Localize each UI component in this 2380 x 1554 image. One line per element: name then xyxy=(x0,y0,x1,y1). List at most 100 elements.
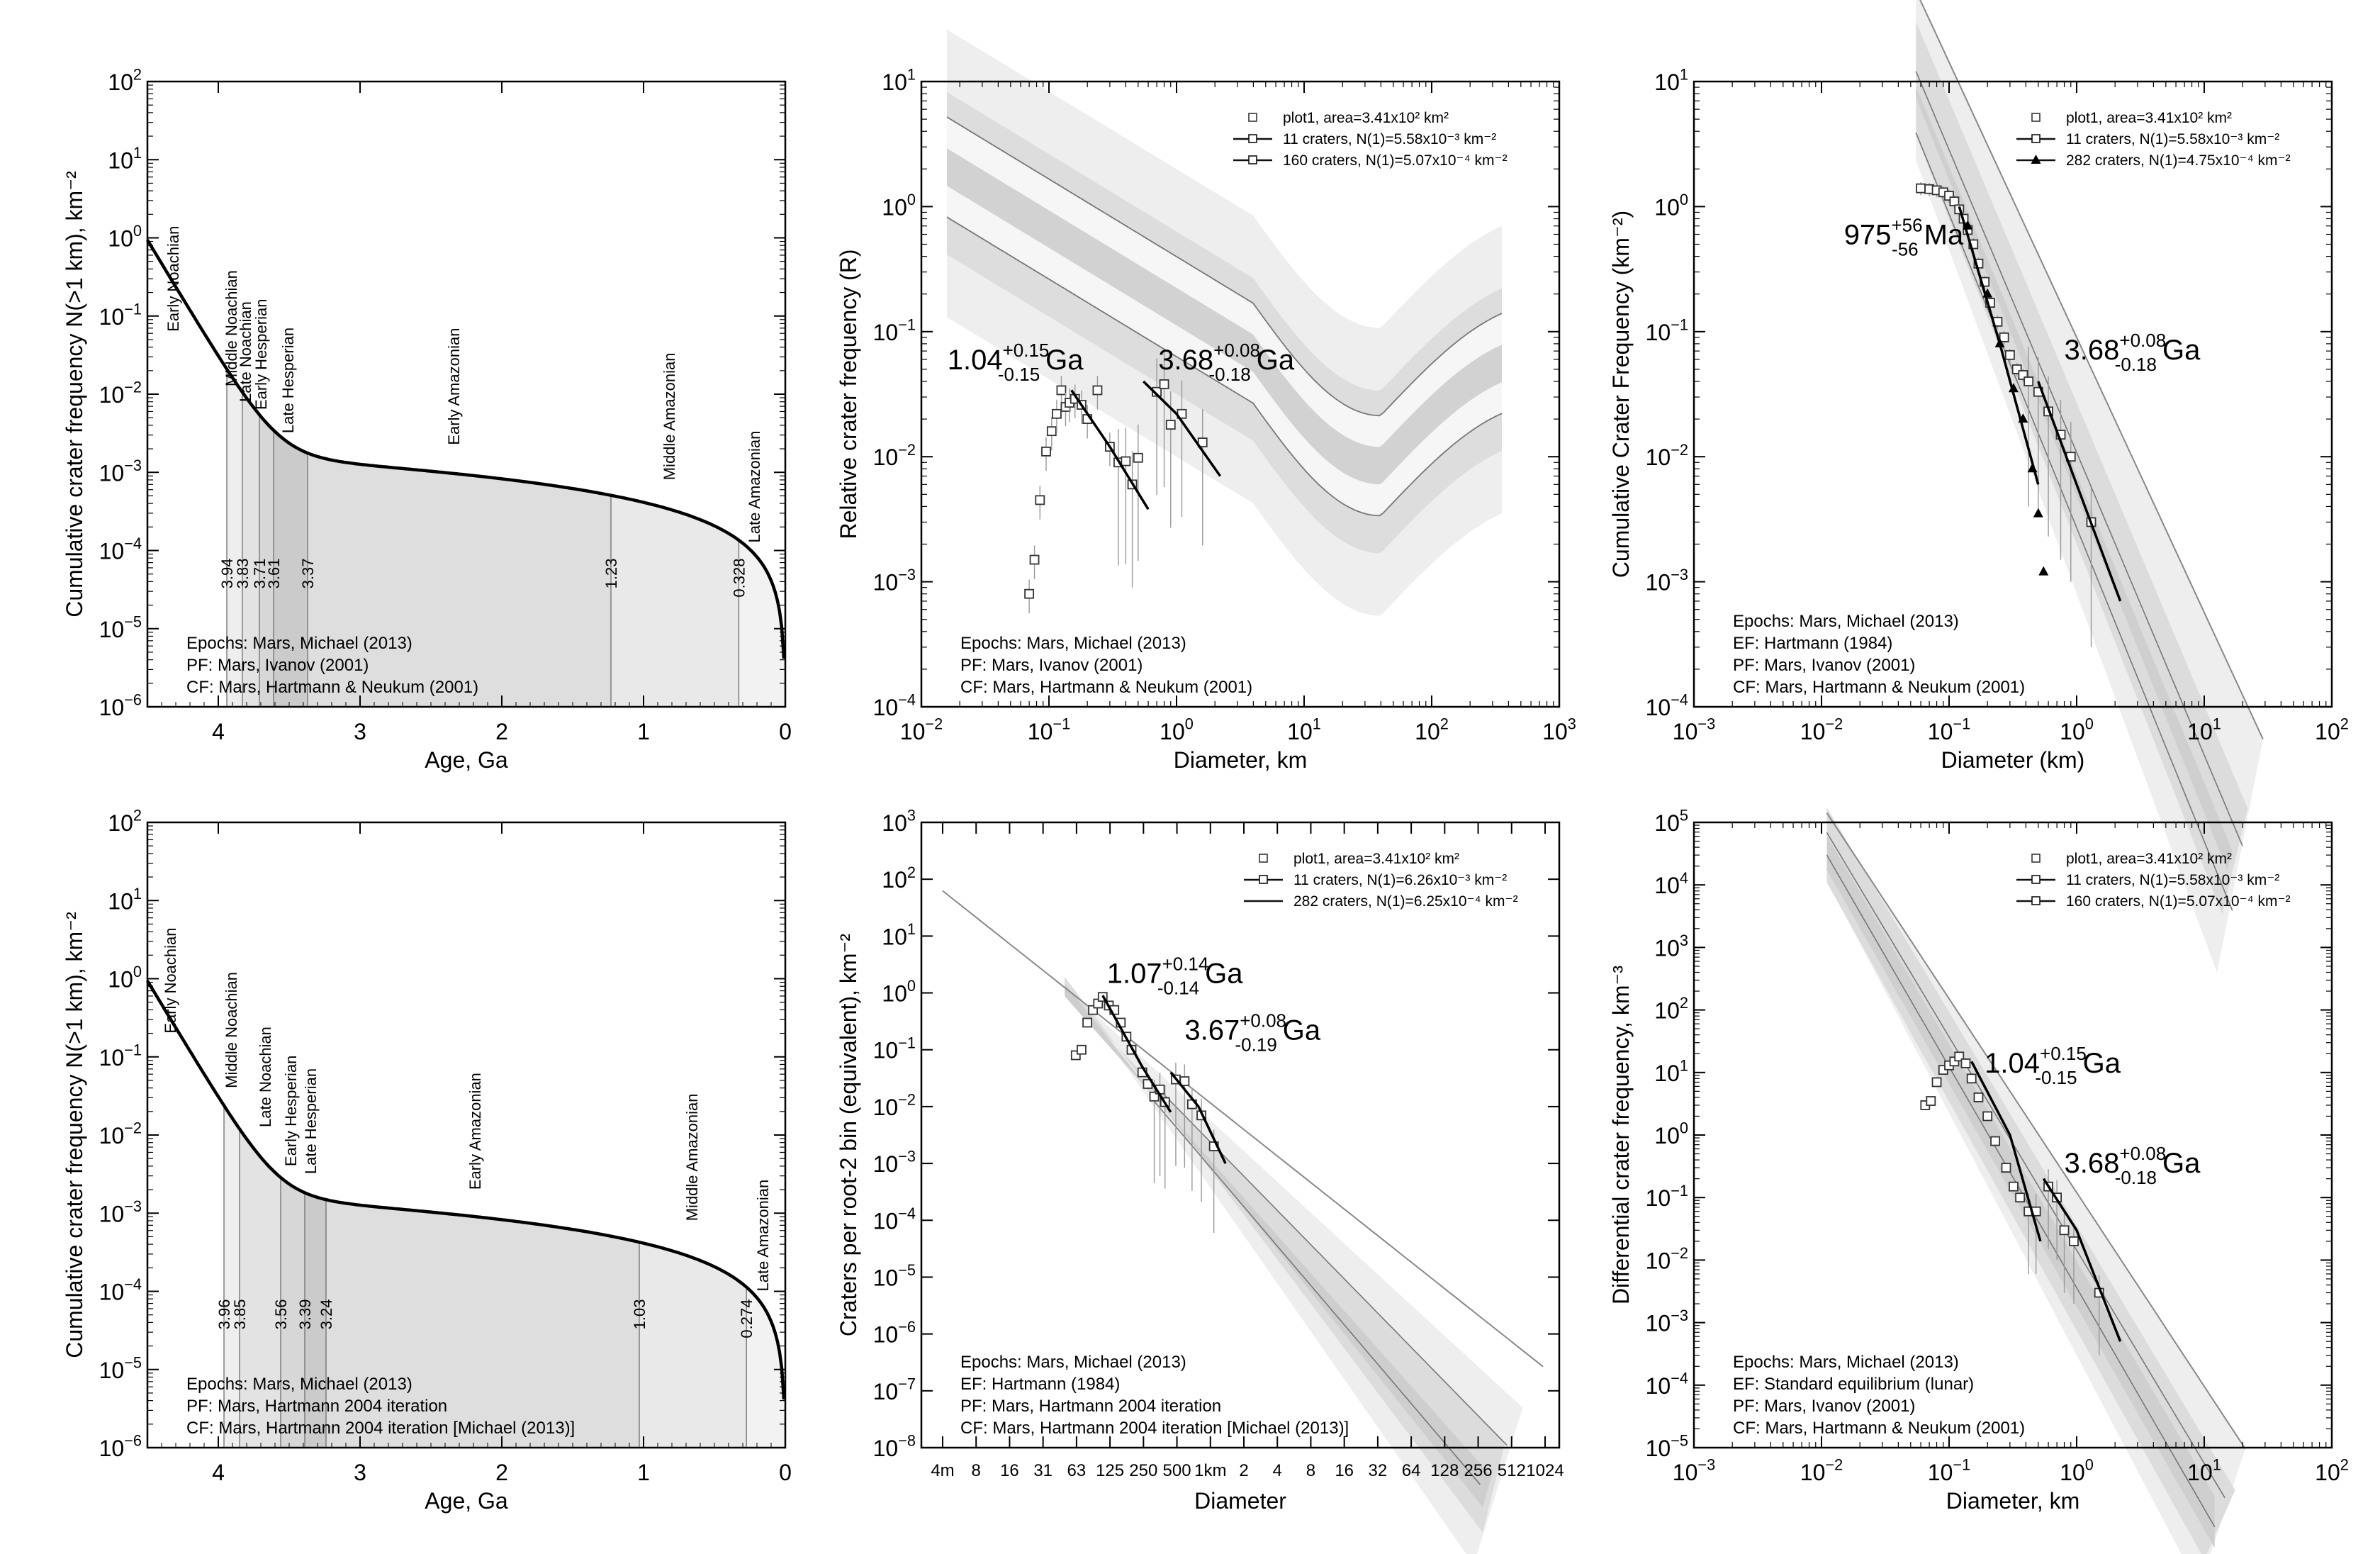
y-tick-label: 10−2 xyxy=(99,1119,142,1148)
note-line: CF: Mars, Hartmann 2004 iteration [Micha… xyxy=(960,1419,1349,1438)
equilibrium-line xyxy=(1919,0,2264,740)
data-point xyxy=(1024,588,1035,599)
data-point-triangle xyxy=(2038,566,2049,576)
epoch-shade xyxy=(227,369,242,707)
y-tick-label: 10−2 xyxy=(1646,441,1688,470)
epoch-label: Late Amazonian xyxy=(746,431,763,543)
legend-label: 282 craters, N(1)=6.25x10⁻⁴ km⁻² xyxy=(1293,893,1518,910)
x-tick-label: 102 xyxy=(2315,715,2349,744)
boundary-age-label: 3.83 xyxy=(234,559,252,589)
y-tick-label: 100 xyxy=(882,977,916,1006)
y-tick-label: 101 xyxy=(882,920,916,949)
y-tick-label: 10−3 xyxy=(99,457,142,486)
x-tick-label: 64 xyxy=(1402,1461,1421,1480)
rplot-panel-rplot-ivanov: 10−4 10−3 10−2 10−1 100 101 10−2 10−1 100 101 102 1… xyxy=(836,29,1576,773)
y-axis-title: Craters per root-2 bin (equivalent), km⁻… xyxy=(836,934,861,1337)
data-point xyxy=(2015,1192,2026,1203)
x-tick-label: 32 xyxy=(1369,1461,1388,1480)
x-tick-label: 512 xyxy=(1498,1461,1526,1480)
data-point xyxy=(1092,385,1103,396)
x-tick-label: 10−3 xyxy=(1673,1456,1715,1485)
x-axis-title: Diameter (km) xyxy=(1941,747,2085,773)
data-point xyxy=(1077,1044,1087,1055)
x-tick-label: 10−1 xyxy=(1928,715,1970,744)
x-tick-label: 10−2 xyxy=(1800,715,1843,744)
y-tick-label: 100 xyxy=(1654,1119,1688,1148)
y-tick-label: 100 xyxy=(108,963,142,992)
data-point xyxy=(1121,456,1131,466)
x-tick-label: 256 xyxy=(1464,1461,1493,1480)
epoch-shade xyxy=(240,1129,281,1448)
legend-label: 160 craters, N(1)=5.07x10⁻⁴ km⁻² xyxy=(2066,893,2291,910)
data-point xyxy=(1046,426,1057,437)
legend-square-symbol xyxy=(2031,134,2041,143)
y-tick-label: 10−3 xyxy=(99,1197,142,1226)
x-tick-label: 101 xyxy=(2187,1456,2221,1485)
epoch-shade xyxy=(305,1192,326,1448)
y-tick-label: 101 xyxy=(1654,1056,1688,1085)
epoch-label: Late Hesperian xyxy=(302,1068,320,1174)
y-tick-label: 10−4 xyxy=(99,535,142,564)
y-tick-label: 104 xyxy=(1654,869,1688,898)
boundary-age-label: 1.03 xyxy=(631,1299,649,1330)
x-tick-label: 103 xyxy=(1542,715,1576,744)
chronology-panel-chrono-pf-hartmann: 10−6 10−5 10−4 10−3 10−2 10−1 100 101 102 4 3 2 1 0 Ea… xyxy=(62,807,792,1514)
data-point xyxy=(2001,1163,2011,1173)
epoch-label: Middle Noachian xyxy=(223,972,240,1088)
epoch-label: Late Noachian xyxy=(237,301,254,402)
y-tick-label: 102 xyxy=(882,863,916,893)
note-line: Epochs: Mars, Michael (2013) xyxy=(1733,612,1959,631)
epoch-shade xyxy=(746,1287,785,1448)
note-line: Epochs: Mars, Michael (2013) xyxy=(960,1353,1186,1372)
boundary-age-label: 3.37 xyxy=(299,559,317,589)
data-point xyxy=(1052,408,1062,419)
y-tick-label: 10−5 xyxy=(1646,1432,1688,1461)
fit-line xyxy=(1143,380,1222,477)
x-tick-label: 10−1 xyxy=(1028,715,1070,744)
epoch-label: Middle Amazonian xyxy=(661,352,678,480)
y-tick-label: 10−6 xyxy=(99,691,142,720)
data-point xyxy=(1999,332,2009,342)
legend-square-symbol xyxy=(2031,854,2041,863)
legend-square-symbol xyxy=(2031,875,2041,884)
note-line: CF: Mars, Hartmann & Neukum (2001) xyxy=(1733,678,2025,697)
isochron-line xyxy=(1915,71,2243,846)
y-tick-label: 10−1 xyxy=(99,1041,142,1070)
data-point-triangle xyxy=(2018,413,2028,423)
y-axis-title: Cumulative crater frequency N(>1 km), km… xyxy=(62,912,87,1358)
y-tick-label: 100 xyxy=(1654,191,1688,220)
epoch-label: Late Noachian xyxy=(257,1027,274,1127)
x-tick-label: 0 xyxy=(779,719,792,744)
data-point xyxy=(2059,1225,2070,1236)
boundary-age-label: 3.85 xyxy=(231,1299,249,1330)
x-tick-label: 4 xyxy=(212,719,225,744)
epoch-shade xyxy=(259,415,274,707)
model-band xyxy=(947,117,1502,516)
plot-frame xyxy=(1693,80,2333,708)
y-tick-label: 101 xyxy=(108,144,142,173)
epoch-label: Late Hesperian xyxy=(279,328,297,433)
age-label: 1.07+0.14 -0.14 Ga xyxy=(1107,953,1244,998)
legend-label: plot1, area=3.41x10² km² xyxy=(2066,851,2232,867)
data-point xyxy=(1973,1092,1984,1102)
epoch-shade xyxy=(274,430,308,707)
x-tick-label: 10−1 xyxy=(1928,1456,1970,1485)
y-tick-label: 101 xyxy=(1654,66,1688,95)
legend-label: 160 craters, N(1)=5.07x10⁻⁴ km⁻² xyxy=(1283,152,1508,169)
y-tick-label: 10−1 xyxy=(873,315,916,345)
y-tick-label: 10−3 xyxy=(873,1148,916,1177)
y-tick-label: 10−6 xyxy=(99,1432,142,1461)
isochron-line xyxy=(946,216,1503,517)
note-line: PF: Mars, Ivanov (2001) xyxy=(1733,1397,1915,1416)
x-tick-label: 4 xyxy=(212,1460,225,1485)
epoch-shade xyxy=(739,540,785,707)
legend-label: 282 craters, N(1)=4.75x10⁻⁴ km⁻² xyxy=(2066,152,2291,169)
legend-square-symbol xyxy=(2031,113,2041,122)
age-label: 975+56 -56 Ma xyxy=(1844,215,1964,260)
y-tick-label: 10−4 xyxy=(1646,1369,1688,1398)
x-tick-label: 31 xyxy=(1033,1461,1053,1480)
x-tick-label: 10−2 xyxy=(900,715,943,744)
boundary-age-label: 0.328 xyxy=(730,559,748,598)
epoch-label: Early Noachian xyxy=(162,927,179,1033)
chronology-curve xyxy=(146,239,786,659)
